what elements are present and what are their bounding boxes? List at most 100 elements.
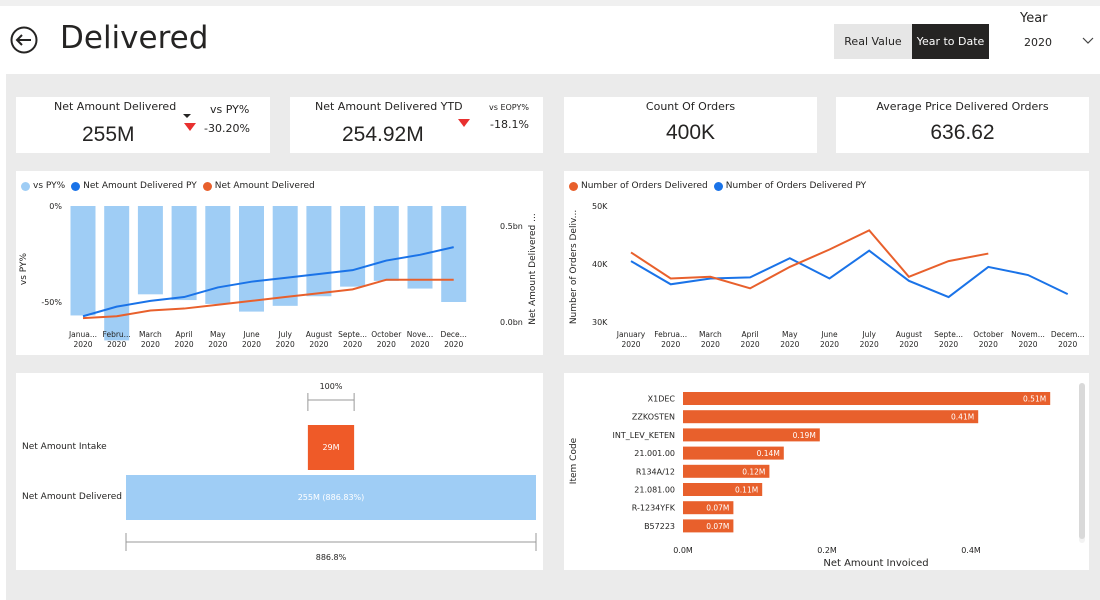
funnel-chart: 100% 29M 255M (886.83%) 886.8%	[125, 382, 537, 562]
item-code-bar-chart: Item Code X1DEC 0.51M ZZKOSTEN 0.41M INT_LEV…	[569, 392, 1051, 569]
bar-vs-py[interactable]	[239, 206, 264, 312]
y-tick-label: 30K	[592, 318, 608, 327]
bar-vs-py[interactable]	[407, 206, 433, 289]
x-tick-label: Februa...	[654, 330, 687, 339]
y-tick-label: 0%	[49, 202, 62, 211]
kpi-card-count-orders: Count Of Orders 400K	[564, 97, 817, 153]
orders-line-chart: Number of Orders Deliv... 50K 40K 30K Ja…	[569, 202, 1085, 349]
x-tick-year: 2020	[820, 340, 839, 349]
bar[interactable]	[683, 501, 734, 515]
scrollbar-thumb[interactable]	[1079, 383, 1085, 539]
bar[interactable]	[683, 464, 770, 478]
x-tick-label: Decem...	[1051, 330, 1085, 339]
combo-chart-card: vs PY% Net Amount Delivered PY Net Amoun…	[16, 171, 543, 355]
x-tick-year: 2020	[175, 340, 194, 349]
kpi-card-avg-price: Average Price Delivered Orders 636.62	[836, 97, 1089, 153]
x-tick-label: October	[973, 330, 1004, 339]
x-tick-label: March	[699, 330, 722, 339]
x-tick-year: 2020	[73, 340, 92, 349]
kpi-vs-value: -18.1%	[490, 118, 529, 131]
x-tick-label: June	[242, 330, 260, 339]
bar-vs-py[interactable]	[70, 206, 96, 316]
x-tick-year: 2020	[979, 340, 998, 349]
x-tick-year: 2020	[621, 340, 640, 349]
funnel-bottom-percent: 886.8%	[316, 553, 347, 562]
x-tick-label: April	[742, 330, 759, 339]
y2-tick-label: 0.5bn	[500, 222, 523, 231]
year-dropdown[interactable]: 2020	[1016, 32, 1100, 54]
legend-dot-icon	[71, 181, 81, 191]
x-tick-year: 2020	[343, 340, 362, 349]
series-line	[630, 229, 989, 290]
x-tick-label: Janua...	[68, 330, 97, 339]
kpi-value: 400K	[665, 121, 716, 144]
legend-item[interactable]: Net Amount Delivered PY	[71, 181, 197, 191]
x-tick-year: 2020	[1058, 340, 1077, 349]
y-axis-title: Number of Orders Deliv...	[569, 210, 579, 324]
year-value: 2020	[1024, 36, 1052, 49]
category-label: B57223	[644, 522, 675, 531]
data-label: 0.12M	[742, 467, 765, 476]
y-tick-label: 50K	[592, 202, 608, 211]
y-axis-title: vs PY%	[19, 252, 29, 285]
x-tick-label: January	[616, 330, 646, 339]
orders-line-chart-card: Number of Orders Delivered Number of Ord…	[564, 171, 1089, 355]
legend-dot-icon	[21, 181, 30, 191]
x-tick-label: Septe...	[338, 330, 367, 339]
x-tick-year: 2020	[939, 340, 958, 349]
bar[interactable]	[683, 392, 1051, 405]
x-tick-year: 2020	[276, 340, 295, 349]
data-label: 0.51M	[1023, 395, 1046, 404]
top-bracket	[307, 393, 355, 411]
bar[interactable]	[683, 428, 820, 442]
page-title: Delivered	[60, 20, 209, 56]
bar-vs-py[interactable]	[272, 206, 298, 306]
x-tick-year: 2020	[444, 340, 463, 349]
x-tick-label: August	[896, 330, 922, 339]
legend-item[interactable]: Number of Orders Delivered PY	[713, 181, 867, 191]
y2-axis-title: Net Amount Delivered ...	[528, 213, 538, 324]
funnel-bar-delivered[interactable]	[126, 475, 536, 520]
x-tick-label: Dece...	[441, 330, 467, 339]
bar[interactable]	[683, 410, 979, 424]
back-arrow-icon[interactable]	[10, 26, 38, 54]
bar-vs-py[interactable]	[137, 206, 163, 295]
real-value-button[interactable]: Real Value	[834, 24, 912, 59]
trend-down-icon	[184, 123, 196, 131]
y-tick-label: -50%	[41, 298, 62, 307]
bar-vs-py[interactable]	[340, 206, 366, 287]
legend-label: Number of Orders Delivered PY	[725, 181, 867, 191]
funnel-label-intake: Net Amount Intake	[22, 442, 107, 452]
bar-vs-py[interactable]	[441, 206, 467, 302]
legend-label: Number of Orders Delivered	[581, 181, 708, 191]
year-label: Year	[1020, 11, 1048, 26]
x-tick-year: 2020	[780, 340, 799, 349]
kpi-vs-value: -30.20%	[204, 122, 250, 135]
sort-down-icon	[183, 114, 191, 118]
x-tick-label: July	[861, 330, 876, 339]
x-tick-label: August	[306, 330, 332, 339]
x-tick-label: April	[176, 330, 193, 339]
bar-vs-py[interactable]	[306, 206, 332, 297]
chart-legend: vs PY% Net Amount Delivered PY Net Amoun…	[21, 181, 321, 191]
bar-vs-py[interactable]	[171, 206, 197, 301]
legend-item[interactable]: vs PY%	[21, 181, 65, 191]
funnel-bar-intake[interactable]	[307, 425, 355, 470]
y2-tick-label: 0.0bn	[500, 318, 523, 327]
bar-vs-py[interactable]	[373, 206, 399, 281]
x-tick-year: 2020	[208, 340, 227, 349]
legend-item[interactable]: Number of Orders Delivered	[569, 181, 708, 191]
legend-dot-icon	[569, 181, 578, 191]
x-tick-label: 0.0M	[673, 546, 693, 555]
year-to-date-button[interactable]: Year to Date	[912, 24, 989, 59]
series-line	[82, 278, 454, 320]
bar[interactable]	[683, 483, 763, 496]
legend-item[interactable]: Net Amount Delivered	[202, 181, 315, 191]
series-line	[630, 249, 1069, 299]
bar-vs-py[interactable]	[104, 206, 130, 341]
x-tick-label: Nove...	[407, 330, 433, 339]
bar[interactable]	[683, 519, 734, 533]
bar[interactable]	[683, 446, 784, 460]
legend-label: Net Amount Delivered	[214, 181, 315, 191]
x-tick-year: 2020	[741, 340, 760, 349]
